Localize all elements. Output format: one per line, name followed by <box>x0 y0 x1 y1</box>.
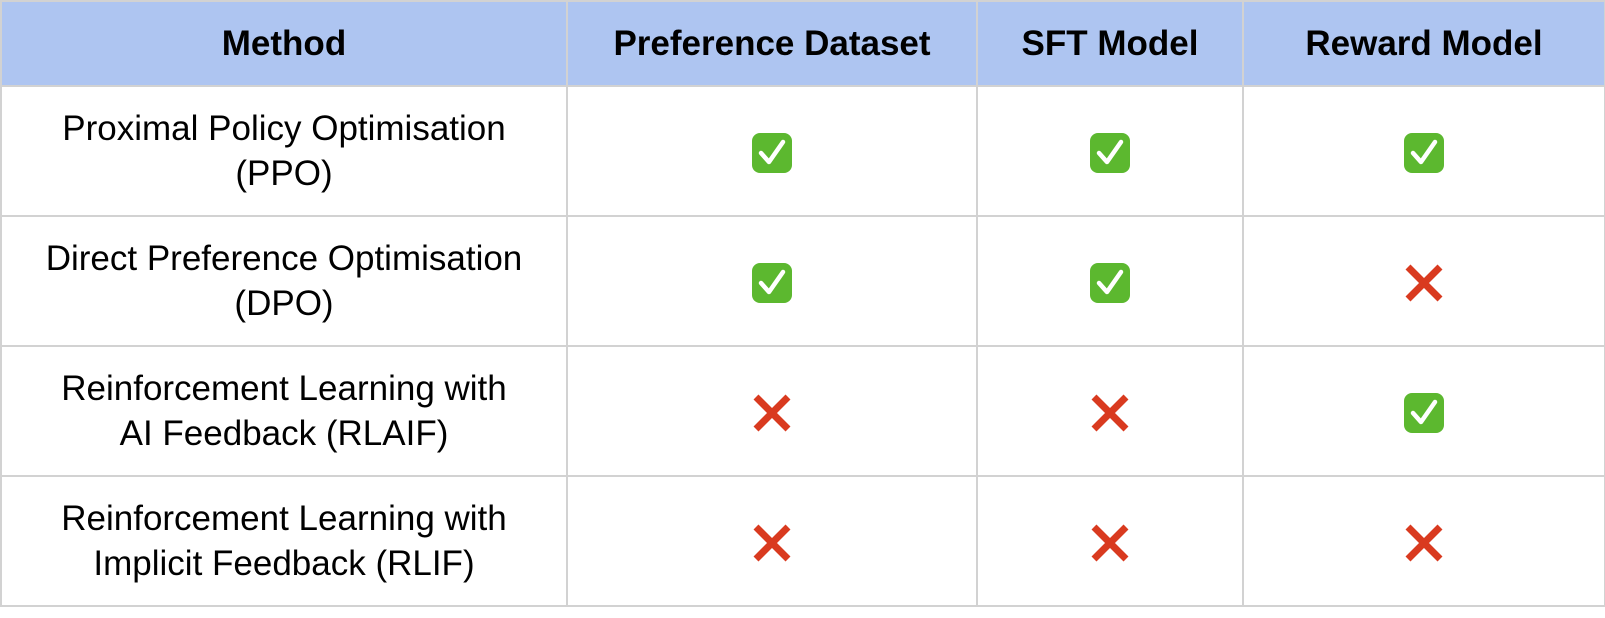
reward-model-cell <box>1242 85 1605 217</box>
method-cell: Reinforcement Learning with Implicit Fee… <box>0 475 568 607</box>
reward-model-cell <box>1242 345 1605 477</box>
method-name-line: Direct Preference Optimisation <box>45 239 523 278</box>
table-row: Proximal Policy Optimisation (PPO) <box>0 85 1605 217</box>
header-row: Method Preference Dataset SFT Model Rewa… <box>0 0 1605 87</box>
cross-mark-icon <box>1089 392 1131 434</box>
table-row: Reinforcement Learning with Implicit Fee… <box>0 475 1605 607</box>
reward-model-cell <box>1242 215 1605 347</box>
method-cell: Reinforcement Learning with AI Feedback … <box>0 345 568 477</box>
method-name-line: Reinforcement Learning with <box>61 499 507 538</box>
method-cell: Proximal Policy Optimisation (PPO) <box>0 85 568 217</box>
header-sft-model: SFT Model <box>976 0 1244 87</box>
sft-model-cell <box>976 475 1244 607</box>
cross-mark-icon <box>751 522 793 564</box>
cross-mark-icon <box>1403 522 1445 564</box>
sft-model-cell <box>976 85 1244 217</box>
method-name-line: Implicit Feedback (RLIF) <box>93 544 475 583</box>
cross-mark-icon <box>1403 262 1445 304</box>
check-mark-icon <box>1089 262 1131 304</box>
method-name-line: Proximal Policy Optimisation <box>62 109 506 148</box>
preference-dataset-cell <box>566 475 978 607</box>
table-row: Reinforcement Learning with AI Feedback … <box>0 345 1605 477</box>
table-row: Direct Preference Optimisation (DPO) <box>0 215 1605 347</box>
check-mark-icon <box>1089 132 1131 174</box>
method-name-line: Reinforcement Learning with <box>61 369 507 408</box>
sft-model-cell <box>976 215 1244 347</box>
cross-mark-icon <box>751 392 793 434</box>
cross-mark-icon <box>1089 522 1131 564</box>
preference-dataset-cell <box>566 345 978 477</box>
method-name-line: (DPO) <box>234 284 334 323</box>
check-mark-icon <box>1403 392 1445 434</box>
method-cell: Direct Preference Optimisation (DPO) <box>0 215 568 347</box>
header-method: Method <box>0 0 568 87</box>
preference-dataset-cell <box>566 85 978 217</box>
reward-model-cell <box>1242 475 1605 607</box>
header-reward-model: Reward Model <box>1242 0 1605 87</box>
method-name-line: (PPO) <box>235 154 333 193</box>
check-mark-icon <box>751 262 793 304</box>
check-mark-icon <box>751 132 793 174</box>
header-preference-dataset: Preference Dataset <box>566 0 978 87</box>
preference-dataset-cell <box>566 215 978 347</box>
check-mark-icon <box>1403 132 1445 174</box>
method-name-line: AI Feedback (RLAIF) <box>119 414 449 453</box>
sft-model-cell <box>976 345 1244 477</box>
